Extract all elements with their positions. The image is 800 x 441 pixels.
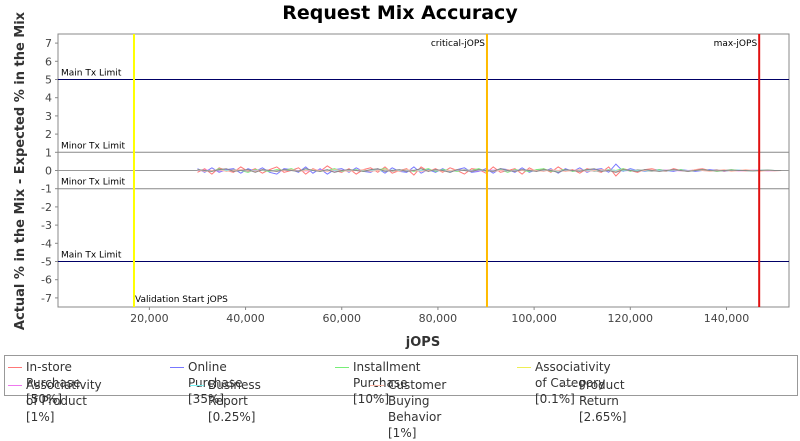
series-lines — [197, 163, 782, 177]
legend-swatch — [335, 367, 349, 368]
legend-swatch — [370, 385, 384, 386]
limit-line-label: Main Tx Limit — [61, 251, 122, 261]
y-tick-label: 4 — [45, 92, 52, 105]
legend-label: Associativity of Category [0.1%] — [535, 360, 611, 406]
y-tick-label: -5 — [41, 256, 52, 269]
marker-label: critical-jOPS — [431, 39, 485, 49]
legend-label: Product Return [2.65%] — [579, 378, 627, 424]
legend-swatch — [517, 367, 531, 368]
legend-label: Customer Buying Behavior [1%] — [388, 378, 447, 440]
legend-swatch — [8, 367, 22, 368]
y-tick-label: -3 — [41, 219, 52, 232]
x-axis: 20,000 40,000 60,000 80,000 100,000 120,000 14… — [130, 307, 749, 325]
legend: In-store Purchase [50%] Online Purchase [… — [4, 355, 798, 440]
x-tick-label: 60,000 — [322, 312, 361, 325]
x-axis-label: jOPS — [405, 335, 440, 350]
chart-canvas: Main Tx Limit Minor Tx Limit Minor Tx Limi… — [13, 11, 790, 350]
legend-swatch — [561, 385, 575, 386]
series-line-7 — [197, 168, 782, 173]
y-tick-label: 3 — [45, 110, 52, 123]
y-tick-label: 5 — [45, 74, 52, 87]
y-tick-label: -1 — [41, 183, 52, 196]
marker-label: Validation Start jOPS — [135, 295, 228, 305]
y-tick-label: -7 — [41, 292, 52, 305]
y-tick-label: 0 — [45, 165, 52, 178]
x-tick-label: 40,000 — [226, 312, 265, 325]
x-tick-label: 140,000 — [704, 312, 750, 325]
x-tick-label: 20,000 — [130, 312, 169, 325]
y-tick-label: 1 — [45, 146, 52, 159]
legend-swatch — [8, 385, 22, 386]
x-tick-label: 100,000 — [511, 312, 557, 325]
y-tick-label: -2 — [41, 201, 52, 214]
chart-title: Request Mix Accuracy — [282, 2, 518, 24]
legend-label: Business Report [0.25%] — [208, 378, 261, 424]
y-tick-label: -6 — [41, 274, 52, 287]
legend-label: Associativity of Product [1%] — [26, 378, 102, 424]
limit-line-label: Minor Tx Limit — [61, 141, 126, 151]
y-tick-label: 2 — [45, 128, 52, 141]
y-axis: 7 6 5 4 3 2 1 0 -1 -2 -3 -4 -5 -6 -7 — [41, 37, 58, 305]
legend-swatch — [190, 385, 204, 386]
y-tick-label: -4 — [41, 237, 52, 250]
limit-line-label: Minor Tx Limit — [61, 178, 126, 188]
limit-line-label: Main Tx Limit — [61, 69, 122, 79]
y-tick-label: 7 — [45, 37, 52, 50]
y-axis-label: Actual % in the Mix - Expected % in the … — [13, 11, 28, 330]
marker-label: max-jOPS — [714, 39, 758, 49]
x-tick-label: 80,000 — [419, 312, 458, 325]
legend-swatch — [170, 367, 184, 368]
x-tick-label: 120,000 — [608, 312, 654, 325]
y-tick-label: 6 — [45, 55, 52, 68]
marker-lines: Validation Start jOPS critical-jOPS max-jO… — [132, 34, 761, 307]
